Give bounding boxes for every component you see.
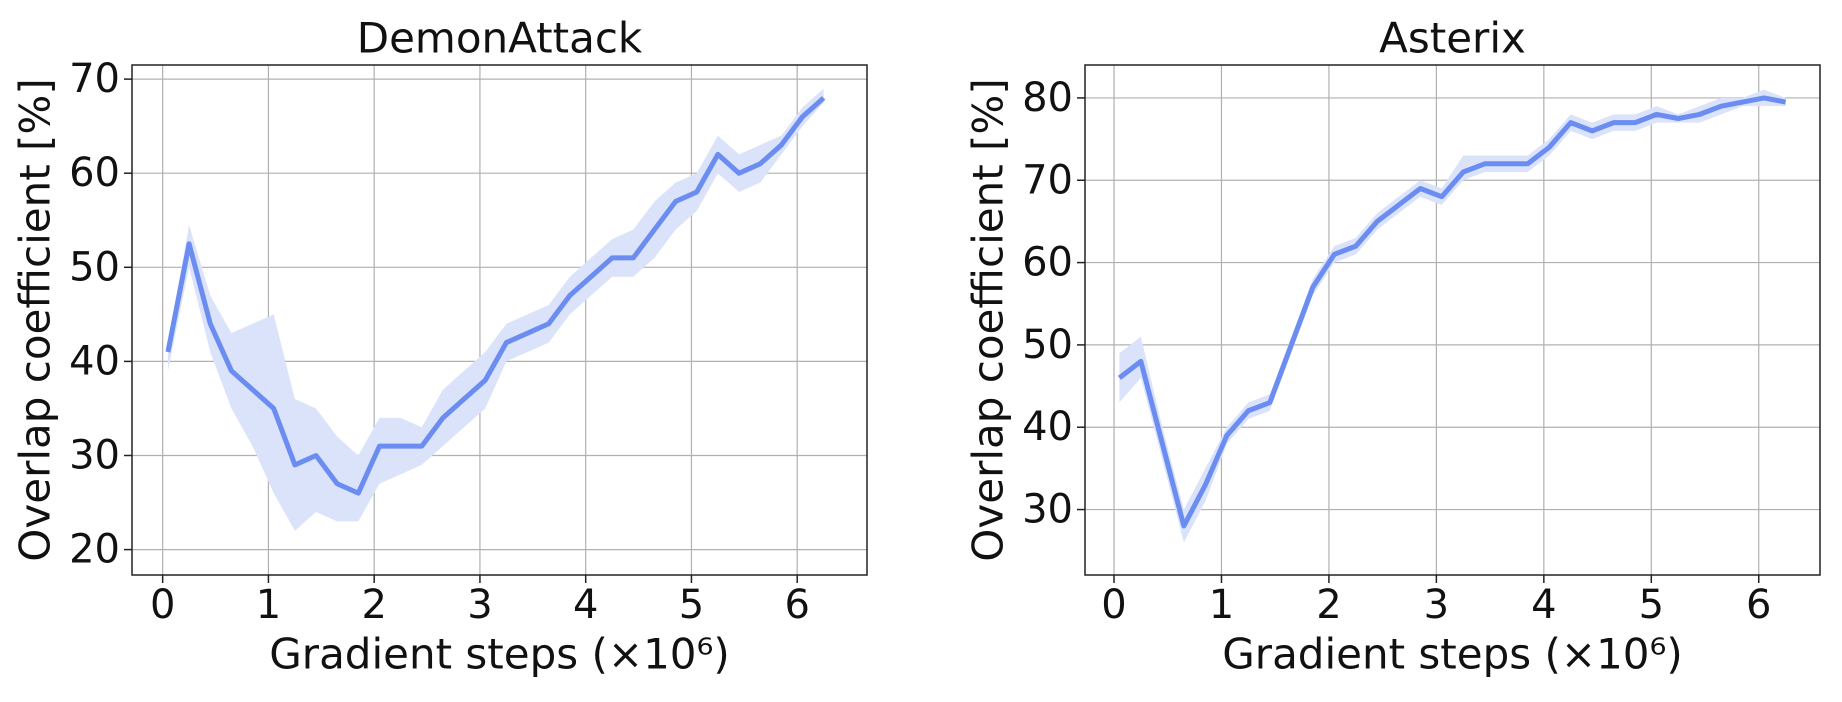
plot-frame <box>131 64 868 576</box>
y-tick-label: 70 <box>1022 157 1073 203</box>
y-axis-label: Overlap coefficient [%] <box>964 78 1013 561</box>
confidence-band <box>1119 89 1786 543</box>
x-tick-label: 1 <box>1209 582 1234 628</box>
x-tick-label: 3 <box>467 582 492 628</box>
x-tick-label: 5 <box>679 582 704 628</box>
chart-title: Asterix <box>1379 14 1526 63</box>
y-tick-label: 40 <box>1022 404 1073 450</box>
x-tick-label: 0 <box>1101 582 1126 628</box>
x-tick-label: 4 <box>573 582 598 628</box>
x-tick-label: 4 <box>1531 582 1556 628</box>
x-tick-label: 2 <box>361 582 386 628</box>
x-axis-label: Gradient steps (×10⁶) <box>1222 630 1682 679</box>
y-tick-label: 40 <box>69 338 120 384</box>
x-axis-label: Gradient steps (×10⁶) <box>269 630 729 679</box>
y-tick-label: 20 <box>69 527 120 573</box>
x-tick-label: 1 <box>256 582 281 628</box>
y-tick-label: 60 <box>1022 240 1073 286</box>
x-tick-label: 2 <box>1316 582 1341 628</box>
plot-frame <box>1084 64 1821 576</box>
y-tick-label: 80 <box>1022 75 1073 121</box>
y-tick-label: 30 <box>1022 487 1073 533</box>
chart-title: DemonAttack <box>357 14 643 63</box>
line <box>165 96 826 496</box>
x-tick-label: 5 <box>1639 582 1664 628</box>
x-tick-label: 0 <box>150 582 175 628</box>
x-tick-label: 3 <box>1424 582 1449 628</box>
y-tick-label: 50 <box>1022 322 1073 368</box>
confidence-band <box>167 88 824 531</box>
y-tick-label: 30 <box>69 432 120 478</box>
x-tick-label: 6 <box>784 582 809 628</box>
y-tick-label: 50 <box>69 244 120 290</box>
y-tick-label: 60 <box>69 150 120 196</box>
y-tick-label: 70 <box>69 56 120 102</box>
x-tick-label: 6 <box>1746 582 1771 628</box>
line <box>1117 95 1787 529</box>
y-axis-label: Overlap coefficient [%] <box>11 78 60 561</box>
